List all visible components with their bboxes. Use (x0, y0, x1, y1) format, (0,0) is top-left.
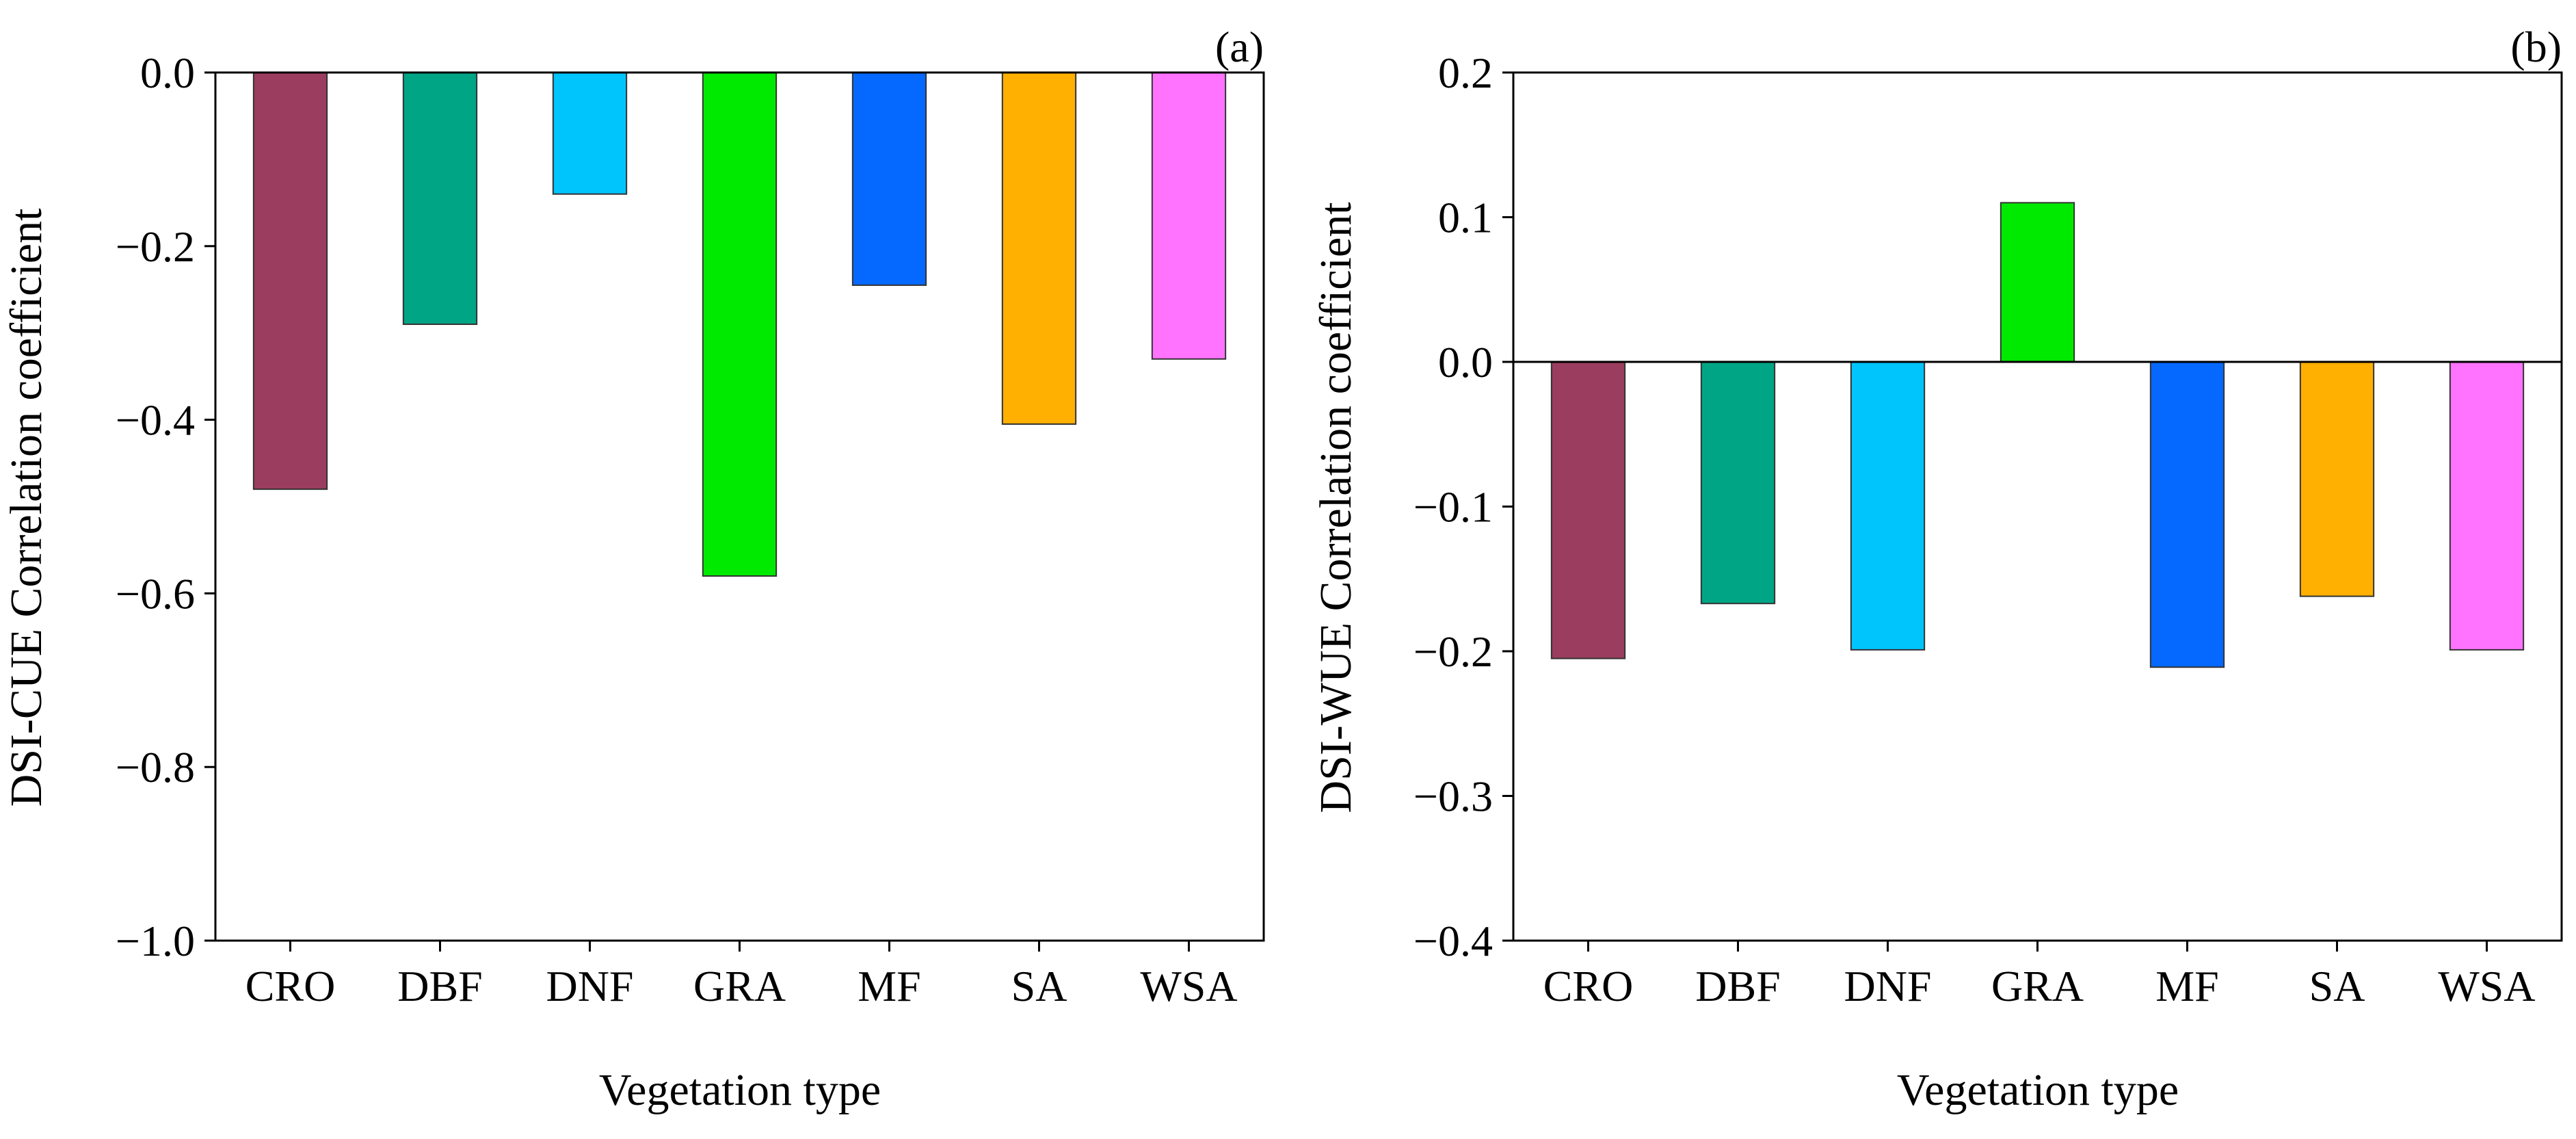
panel-b-x-tick-label: DNF (1844, 962, 1931, 1010)
panel-b-x-axis-title: Vegetation type (1897, 1065, 2179, 1115)
panel-b-y-tick-label: 0.1 (1438, 194, 1493, 242)
panel-b-y-tick-label: −0.3 (1413, 772, 1493, 821)
panel-b-y-tick-label: 0.2 (1438, 49, 1493, 97)
panel-b-bar-mf (2149, 361, 2225, 668)
panel-b-bar-dbf (1700, 361, 1776, 605)
panel-a-y-tick-label: 0.0 (140, 49, 195, 97)
panel-b-bar-wsa (2449, 361, 2525, 651)
panel-a-bar-mf (851, 72, 927, 286)
panel-b-y-tick-label: −0.4 (1413, 917, 1493, 965)
panel-a-x-tick-label: CRO (245, 962, 336, 1010)
panel-a-y-axis-title: DSI-CUE Correlation coefficient (1, 209, 51, 807)
panel-a-x-tick-label: DNF (546, 962, 633, 1010)
panel-b-x-tick-label: DBF (1695, 962, 1781, 1010)
panel-b-y-axis-title: DSI-WUE Correlation coefficient (1311, 202, 1361, 813)
panel-a-y-tick-label: −0.8 (116, 743, 195, 791)
panel-a-x-tick-label: MF (858, 962, 921, 1010)
panel-a-bar-gra (702, 72, 778, 577)
panel-a-x-tick-label: WSA (1140, 962, 1237, 1010)
panel-b-label: (b) (2510, 23, 2562, 71)
panel-b-y-tick-label: 0.0 (1438, 338, 1493, 387)
panel-b-bar-gra (2000, 202, 2075, 363)
panel-a-bar-cro (252, 72, 328, 490)
panel-b-plot-area: CRO DBF DNF GRA MF SA WSA 0.2 0.1 0.0 −0.1 −0.2 −0.3… (1413, 49, 2563, 1010)
panel-a-frame (214, 71, 1265, 942)
panel-b-x-tick-label: MF (2155, 962, 2219, 1010)
panel-a-x-tick-label: GRA (693, 962, 786, 1010)
panel-a-y-tick-label: −0.2 (116, 222, 195, 271)
panel-b-frame (1512, 71, 2563, 942)
panel-b-x-tick-label: WSA (2438, 962, 2535, 1010)
panel-b-x-tick-label: SA (2309, 962, 2365, 1010)
panel-a-bar-sa (1001, 72, 1077, 425)
panel-a-bar-dbf (402, 72, 478, 326)
panel-a-x-axis-title: Vegetation type (599, 1065, 881, 1115)
panel-a-x-tick-label: DBF (397, 962, 483, 1010)
panel-a-x-tick-label: SA (1011, 962, 1067, 1010)
panel-a-y-tick-label: −0.6 (116, 569, 195, 618)
panel-b-x-tick-label: GRA (1991, 962, 2084, 1010)
panel-a-dsi-cue: DSI-CUE Correlation coefficient Vegetati… (1, 23, 1265, 1115)
panel-a-y-tick-label: −1.0 (116, 917, 195, 965)
panel-a-plot-area: CRO DBF DNF GRA MF SA WSA 0.0 −0.2 −0.4 −0.6 −0.8 −1… (116, 49, 1265, 1010)
panel-b-y-tick-label: −0.1 (1413, 483, 1493, 532)
panel-b-bar-dnf (1850, 361, 1926, 651)
panel-a-label: (a) (1215, 23, 1264, 71)
panel-a-y-tick-label: −0.4 (116, 396, 195, 445)
panel-b-dsi-wue: DSI-WUE Correlation coefficient Vegetati… (1311, 23, 2563, 1115)
panel-a-bar-wsa (1151, 72, 1227, 360)
panel-a-bar-dnf (552, 72, 628, 195)
panel-b-y-tick-label: −0.2 (1413, 627, 1493, 676)
panel-b-bar-cro (1550, 361, 1626, 659)
panel-b-bar-sa (2299, 361, 2375, 597)
panel-b-x-tick-label: CRO (1543, 962, 1634, 1010)
